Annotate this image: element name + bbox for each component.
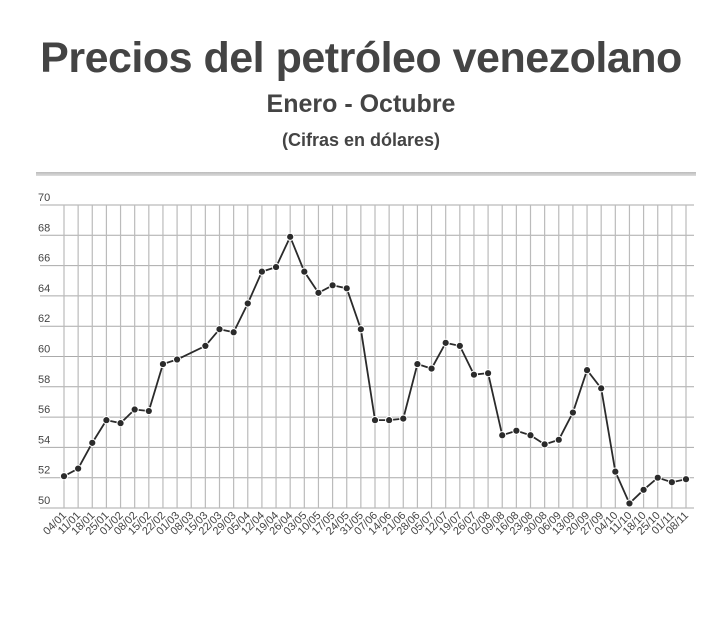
y-tick-label: 70 xyxy=(38,192,50,204)
data-point xyxy=(88,438,97,447)
y-tick-label: 68 xyxy=(38,222,50,234)
data-point xyxy=(399,414,408,423)
data-point xyxy=(243,299,252,308)
data-point xyxy=(611,467,620,476)
data-point xyxy=(215,325,224,334)
data-point xyxy=(172,355,182,364)
y-tick-label: 56 xyxy=(38,404,50,416)
data-point xyxy=(540,440,549,449)
data-point xyxy=(441,338,450,347)
y-tick-label: 62 xyxy=(38,313,50,325)
data-point xyxy=(201,341,210,350)
data-point xyxy=(102,416,111,425)
data-point xyxy=(582,366,592,375)
data-point xyxy=(568,408,578,417)
y-tick-label: 50 xyxy=(38,495,50,507)
data-point xyxy=(271,263,281,272)
data-point xyxy=(625,499,634,508)
data-point xyxy=(597,384,606,393)
data-point xyxy=(229,328,238,337)
data-point xyxy=(158,359,168,369)
divider xyxy=(36,172,696,176)
data-point xyxy=(286,232,295,241)
chart-note: (Cifras en dólares) xyxy=(281,130,441,150)
y-tick-label: 66 xyxy=(38,253,50,265)
data-point xyxy=(653,473,662,482)
data-point xyxy=(483,369,493,378)
data-point xyxy=(554,435,563,444)
data-point xyxy=(356,325,365,334)
y-tick-label: 54 xyxy=(38,434,50,446)
data-point xyxy=(413,359,422,369)
data-point xyxy=(257,267,267,276)
chart-title: Precios del petróleo venezolano xyxy=(40,34,682,82)
data-point xyxy=(526,431,535,440)
y-tick-label: 52 xyxy=(38,465,50,477)
data-point xyxy=(370,416,380,425)
data-point xyxy=(512,426,521,435)
data-point xyxy=(469,370,479,379)
data-point xyxy=(427,364,436,373)
data-point xyxy=(455,341,464,350)
data-point xyxy=(314,288,323,297)
data-point xyxy=(130,405,139,414)
data-point xyxy=(59,472,69,481)
data-point xyxy=(681,475,691,484)
data-point xyxy=(342,284,351,293)
chart-subtitle: Enero - Octubre xyxy=(266,90,456,118)
y-tick-label: 64 xyxy=(38,283,50,295)
data-point xyxy=(300,267,309,276)
data-point xyxy=(639,485,648,494)
data-point xyxy=(116,419,125,428)
y-tick-label: 60 xyxy=(38,344,50,356)
y-tick-label: 58 xyxy=(38,374,50,386)
data-point xyxy=(385,416,394,425)
data-point xyxy=(667,478,676,487)
data-point xyxy=(74,464,83,473)
data-point xyxy=(144,406,153,416)
data-point xyxy=(498,431,507,440)
data-point xyxy=(328,281,337,290)
